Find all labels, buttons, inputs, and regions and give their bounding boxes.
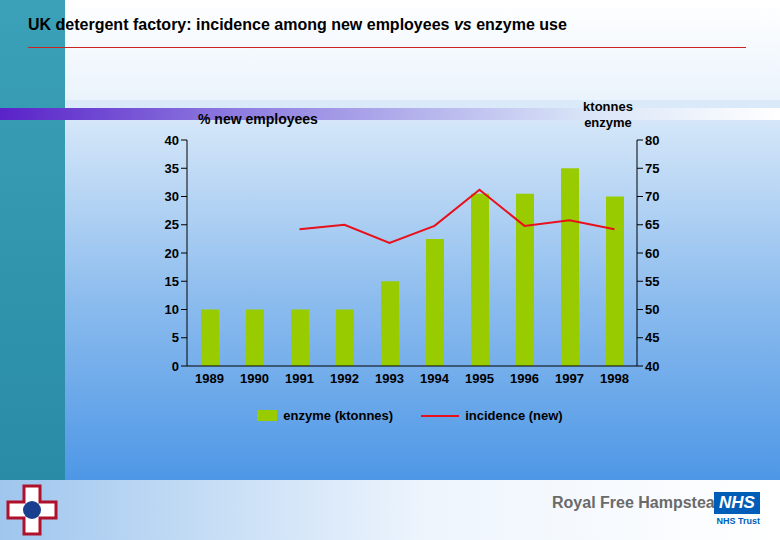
html-text:NHS: NHS: [719, 493, 755, 512]
svg-text:15: 15: [165, 274, 179, 289]
html-text:UK detergent factory: incidenc: UK detergent factory: incidence among ne…: [28, 16, 567, 33]
svg-text:35: 35: [165, 161, 179, 176]
svg-text:10: 10: [165, 302, 179, 317]
svg-text:1991: 1991: [285, 371, 314, 386]
html-text:incidence (new): incidence (new): [465, 408, 563, 423]
svg-text:0: 0: [172, 359, 179, 374]
html-text:% new employees: % new employees: [198, 111, 318, 127]
html-text:enzyme (ktonnes): enzyme (ktonnes): [283, 408, 394, 423]
svg-text:75: 75: [645, 161, 659, 176]
svg-text:5: 5: [172, 330, 179, 345]
svg-text:20: 20: [165, 246, 179, 261]
svg-text:1989: 1989: [195, 371, 224, 386]
svg-text:1990: 1990: [240, 371, 269, 386]
svg-text:1995: 1995: [465, 371, 494, 386]
svg-text:1997: 1997: [555, 371, 584, 386]
svg-text:30: 30: [165, 189, 179, 204]
html-text:Royal Free Hampstead: Royal Free Hampstead: [552, 494, 725, 511]
svg-text:1996: 1996: [510, 371, 539, 386]
svg-text:1992: 1992: [330, 371, 359, 386]
svg-text:40: 40: [165, 133, 179, 148]
html-text:ktonnes: ktonnes: [583, 99, 633, 114]
svg-text:1993: 1993: [375, 371, 404, 386]
svg-text:25: 25: [165, 217, 179, 232]
svg-text:1994: 1994: [420, 371, 450, 386]
svg-text:55: 55: [645, 274, 659, 289]
svg-text:65: 65: [645, 217, 659, 232]
html-text:enzyme: enzyme: [584, 115, 632, 130]
svg-text:40: 40: [645, 359, 659, 374]
svg-text:70: 70: [645, 189, 659, 204]
svg-text:50: 50: [645, 302, 659, 317]
html-text:NHS Trust: NHS Trust: [716, 516, 760, 526]
svg-text:1998: 1998: [600, 371, 629, 386]
svg-text:45: 45: [645, 330, 659, 345]
svg-text:80: 80: [645, 133, 659, 148]
svg-text:60: 60: [645, 246, 659, 261]
